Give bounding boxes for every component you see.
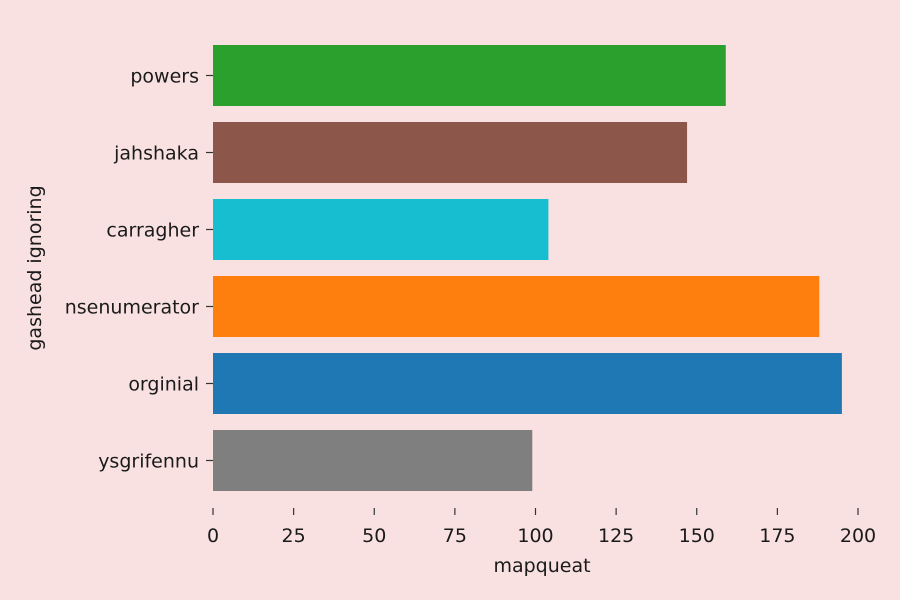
x-tick-label: 75 — [443, 525, 467, 547]
x-tick-label: 175 — [759, 525, 795, 547]
bar-nsenumerator — [213, 276, 820, 337]
bar-jahshaka — [213, 122, 688, 183]
x-axis: 0 25 50 75 100 125 150 175 200 — [207, 508, 876, 547]
bar-orginial — [213, 353, 842, 414]
x-tick-label: 125 — [598, 525, 634, 547]
bar-powers — [213, 45, 726, 106]
x-tick-label: 200 — [840, 525, 876, 547]
bars-group — [213, 45, 842, 491]
y-axis-title: gashead ignoring — [24, 185, 46, 350]
y-tick-label: powers — [130, 66, 199, 88]
y-axis: powers jahshaka carragher nsenumerator orgin… — [65, 66, 213, 473]
x-axis-title: mapqueat — [493, 555, 590, 577]
y-tick-label: jahshaka — [113, 143, 199, 165]
y-tick-label: carragher — [106, 220, 199, 242]
y-tick-label: orginial — [128, 374, 199, 396]
x-tick-label: 100 — [517, 525, 553, 547]
y-tick-label: ysgrifennu — [98, 451, 199, 473]
x-tick-label: 150 — [679, 525, 715, 547]
x-tick-label: 25 — [282, 525, 306, 547]
y-tick-label: nsenumerator — [65, 297, 199, 319]
x-tick-label: 0 — [207, 525, 219, 547]
bar-ysgrifennu — [213, 430, 533, 491]
bar-carragher — [213, 199, 549, 260]
x-tick-label: 50 — [362, 525, 386, 547]
